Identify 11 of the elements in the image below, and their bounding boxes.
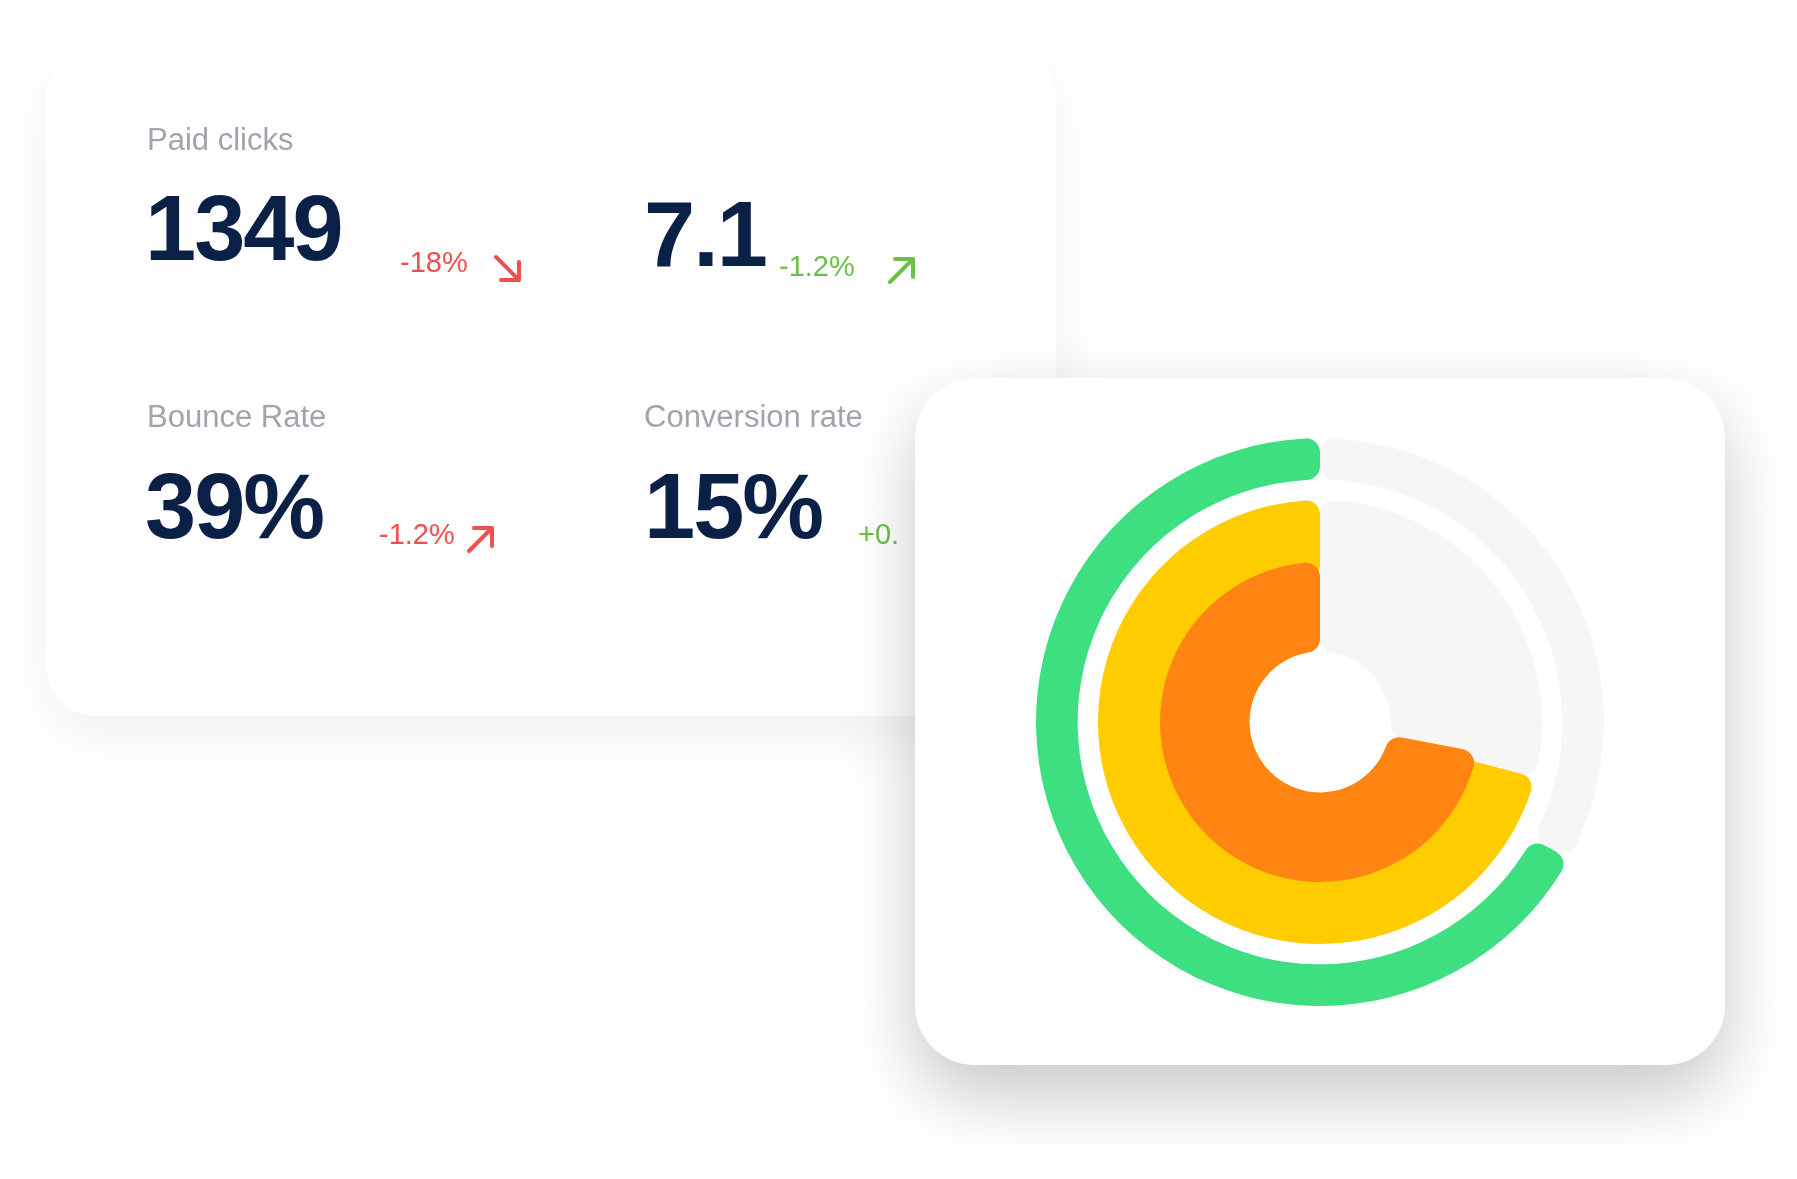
text: 39% <box>145 454 324 559</box>
text: Paid clicks <box>147 122 294 158</box>
text: 15% <box>644 454 823 559</box>
text: 7.1 <box>644 182 766 287</box>
text: -1.2% <box>379 518 455 551</box>
text: -1.2% <box>779 250 855 283</box>
text: -18% <box>400 246 468 279</box>
text: +0. <box>858 518 900 551</box>
text: Conversion rate <box>644 399 863 435</box>
text: Bounce Rate <box>147 399 327 435</box>
text: 1349 <box>145 176 342 281</box>
